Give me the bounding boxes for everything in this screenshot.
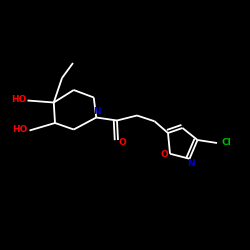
Text: O: O bbox=[160, 150, 168, 159]
Text: HO: HO bbox=[12, 126, 28, 134]
Text: N: N bbox=[187, 159, 194, 168]
Text: N: N bbox=[93, 108, 100, 116]
Text: Cl: Cl bbox=[222, 138, 231, 147]
Text: O: O bbox=[118, 138, 126, 147]
Text: HO: HO bbox=[10, 96, 26, 104]
